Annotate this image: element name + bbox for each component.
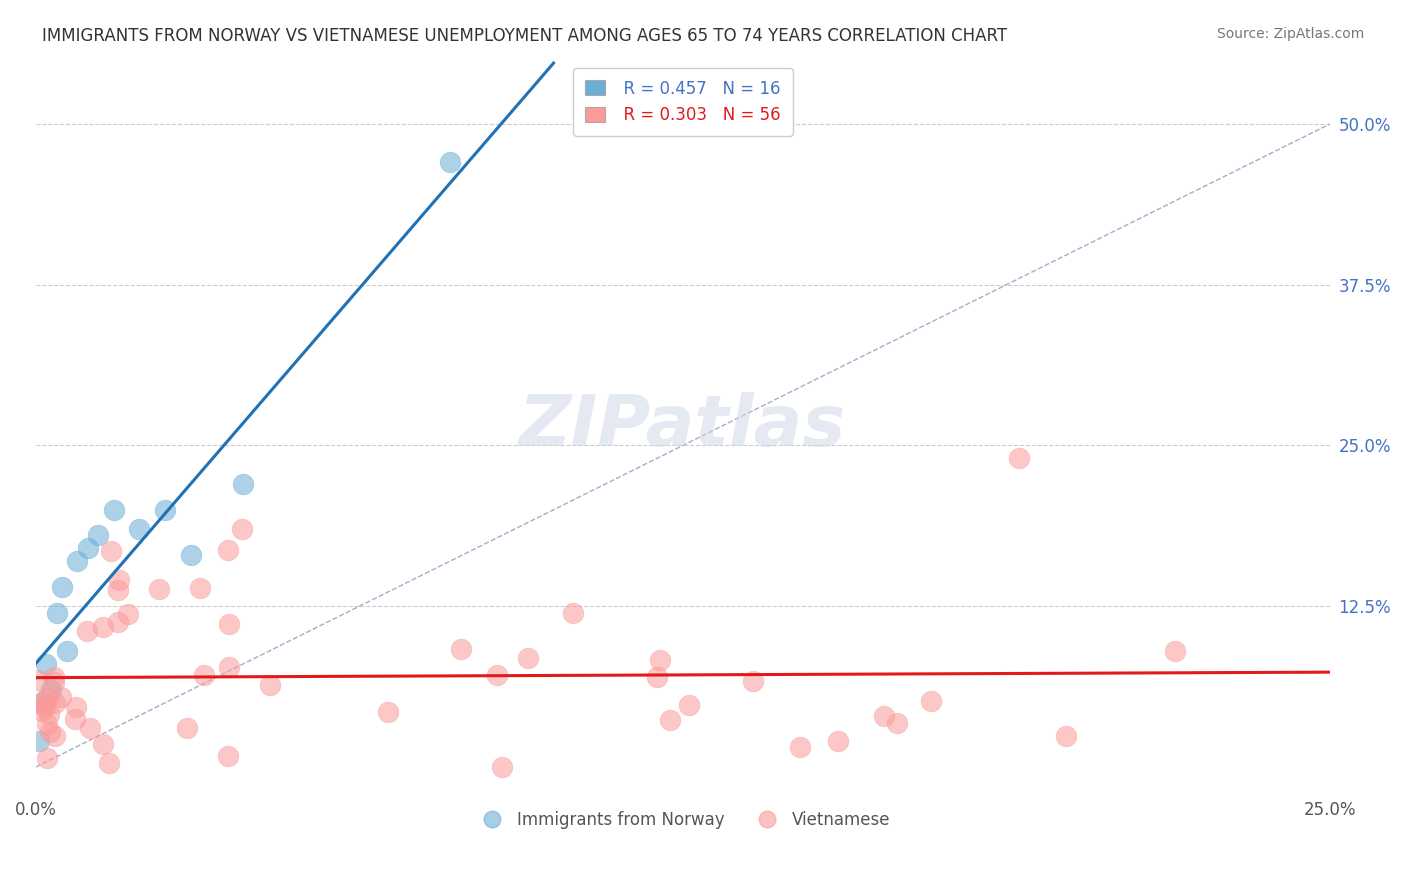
Point (103, 502, 125, 516)
Point (218, 660, 240, 674)
Point (76, 541, 98, 556)
Point (450, 642, 472, 657)
Point (27, 734, 49, 748)
Point (873, 708, 896, 723)
Point (517, 651, 540, 665)
Point (32, 698, 55, 712)
Point (37, 717, 59, 731)
Point (1164, 644, 1187, 658)
Point (42, 670, 65, 684)
Point (789, 740, 811, 755)
Point (117, 607, 139, 621)
Point (217, 748, 239, 763)
Point (218, 617, 240, 632)
Point (741, 674, 763, 689)
Point (38, 707, 60, 722)
Point (827, 734, 849, 748)
Legend: Immigrants from Norway, Vietnamese: Immigrants from Norway, Vietnamese (470, 805, 897, 836)
Point (491, 760, 513, 774)
Point (91, 620, 114, 634)
Point (44, 729, 66, 743)
Point (76, 624, 98, 638)
Text: IMMIGRANTS FROM NORWAY VS VIETNAMESE UNEMPLOYMENT AMONG AGES 65 TO 74 YEARS CORR: IMMIGRANTS FROM NORWAY VS VIETNAMESE UNE… (42, 27, 1007, 45)
Point (100, 543, 122, 558)
Point (377, 705, 399, 719)
Point (35, 657, 58, 671)
Point (31, 704, 53, 718)
Point (148, 582, 170, 596)
Point (439, 155, 461, 169)
Point (56, 644, 79, 658)
Point (645, 670, 668, 684)
Point (259, 678, 281, 692)
Point (107, 583, 129, 598)
Point (188, 581, 211, 595)
Point (65, 700, 87, 714)
Point (155, 502, 177, 516)
Point (45, 606, 67, 620)
Point (91, 737, 114, 751)
Point (39, 724, 62, 739)
Point (65, 713, 87, 727)
Point (42, 674, 65, 689)
Point (87, 528, 110, 542)
Point (79, 721, 101, 735)
Point (659, 713, 682, 727)
Point (51, 580, 73, 594)
Point (1054, 729, 1077, 743)
Point (678, 698, 700, 713)
Point (108, 574, 131, 588)
Point (27, 673, 49, 688)
Point (44, 696, 66, 710)
Point (128, 522, 150, 536)
Point (232, 477, 254, 491)
Text: ZIPatlas: ZIPatlas (519, 392, 846, 460)
Point (231, 522, 253, 536)
Point (66, 554, 89, 568)
Point (41, 682, 63, 697)
Point (920, 694, 942, 708)
Point (217, 543, 239, 558)
Point (561, 607, 583, 621)
Point (886, 715, 908, 730)
Point (176, 721, 198, 735)
Point (35, 751, 58, 765)
Point (35, 691, 58, 706)
Point (98, 756, 121, 770)
Point (51, 690, 73, 704)
Point (180, 548, 202, 562)
Point (30, 696, 52, 710)
Point (34, 699, 56, 714)
Point (650, 653, 672, 667)
Text: Source: ZipAtlas.com: Source: ZipAtlas.com (1216, 27, 1364, 41)
Point (37, 690, 59, 705)
Point (1008, 451, 1031, 466)
Point (107, 615, 129, 629)
Point (193, 668, 215, 682)
Point (485, 668, 508, 682)
